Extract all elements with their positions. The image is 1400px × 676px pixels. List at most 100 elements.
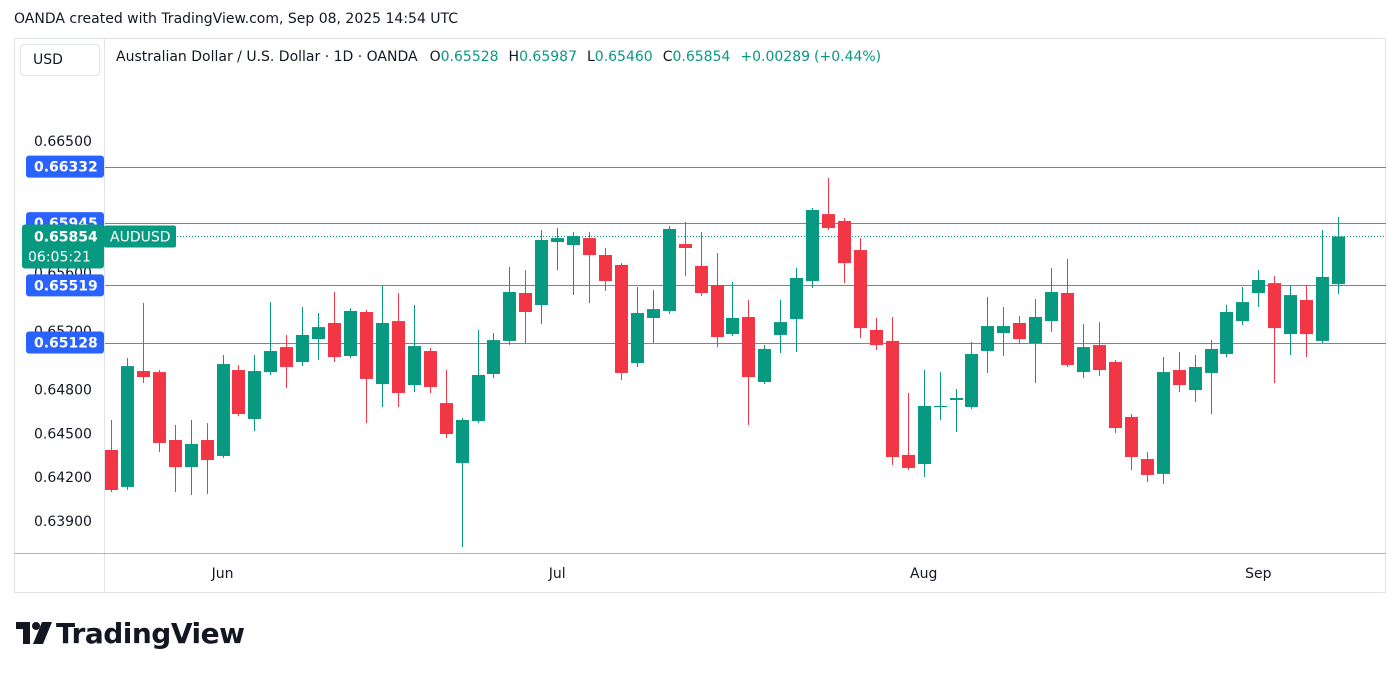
candle-body	[997, 326, 1010, 334]
price-line-badge	[26, 331, 104, 354]
candle-body	[1077, 347, 1090, 373]
candle-body	[1220, 312, 1233, 354]
candle-body	[1061, 293, 1074, 366]
price-line-label: 0.66332	[34, 160, 98, 176]
candle-body	[392, 321, 405, 393]
candle-body	[663, 229, 676, 311]
candle-body	[1109, 361, 1122, 429]
candle-body	[1157, 372, 1170, 474]
price-line-badge	[26, 155, 104, 178]
candle-body	[902, 454, 915, 468]
candle-body	[854, 250, 867, 329]
candle-body	[615, 264, 628, 373]
ohlc-value: 0.65528	[440, 49, 499, 65]
candle-body	[965, 353, 978, 408]
candle-body	[631, 313, 644, 364]
candle-body	[535, 239, 548, 305]
price-line-label: 0.65519	[34, 278, 98, 294]
candle-body	[408, 346, 421, 386]
candle-body	[711, 284, 724, 338]
currency-button[interactable]: USD	[20, 44, 100, 76]
candle-body	[583, 238, 596, 256]
candle-body	[360, 312, 373, 379]
x-tick-label: Jul	[548, 566, 566, 582]
candle-body	[870, 329, 883, 346]
symbol-legend: Australian Dollar / U.S. Dollar · 1D · O…	[116, 49, 891, 65]
candle-body	[758, 348, 771, 383]
candle-body	[328, 322, 341, 358]
candle-body	[1029, 316, 1042, 343]
candle-body	[487, 340, 500, 374]
candles	[105, 178, 1345, 548]
candle-body	[1332, 236, 1345, 285]
ohlc-value: 0.65854	[672, 49, 731, 65]
price-badges: 0.663320.659450.655190.651280.6585406:05…	[22, 155, 176, 354]
candle-body	[1125, 416, 1138, 457]
candle-body	[886, 340, 899, 457]
candle-body	[695, 265, 708, 294]
chart-frame	[14, 38, 1386, 593]
current-price-label: 0.65854	[34, 229, 98, 245]
y-tick-label: 0.64800	[34, 382, 92, 398]
candle-body	[248, 371, 261, 419]
candle-body	[137, 371, 150, 378]
ohlc-key: L	[586, 49, 595, 65]
source-note: OANDA created with TradingView.com, Sep …	[14, 11, 459, 27]
candle-body	[1268, 283, 1281, 329]
price-line-badge	[26, 274, 104, 297]
brand-logo	[16, 622, 52, 644]
ohlc-value: 0.65987	[519, 49, 577, 65]
candle-body	[806, 210, 819, 282]
candle-body	[1141, 459, 1154, 475]
candle-body	[153, 372, 166, 443]
candle-body	[934, 405, 947, 408]
candle-body	[774, 322, 787, 335]
candle-body	[726, 318, 739, 335]
candle-body	[1189, 366, 1202, 391]
brand-name: TradingView	[56, 617, 244, 650]
ohlc-value: 0.65460	[594, 49, 653, 65]
x-tick-label: Jun	[211, 566, 234, 582]
candle-body	[822, 214, 835, 228]
candle-body	[121, 366, 134, 487]
ohlc-key: C	[662, 49, 673, 65]
candle-body	[456, 420, 469, 463]
candle-body	[981, 326, 994, 352]
y-tick-label: 0.64200	[34, 470, 92, 486]
ohlc-key: O	[429, 49, 441, 65]
candle-body	[424, 351, 437, 387]
candle-body	[567, 236, 580, 246]
candle-body	[647, 309, 660, 319]
candle-body	[1316, 276, 1329, 341]
candle-body	[1205, 348, 1218, 373]
candle-body	[1045, 291, 1058, 322]
candle-body	[280, 347, 293, 367]
change: +0.00289	[740, 49, 811, 65]
candle-body	[1093, 345, 1106, 371]
x-tick-label: Sep	[1245, 566, 1272, 582]
y-tick-label: 0.63900	[34, 514, 92, 530]
candle-body	[599, 255, 612, 282]
candle-body	[376, 322, 389, 385]
candle-body	[296, 334, 309, 362]
candle-body	[1173, 370, 1186, 386]
candle-body	[185, 443, 198, 468]
symbol-badge	[104, 225, 176, 248]
candle-body	[679, 244, 692, 249]
y-tick-label: 0.64500	[34, 426, 92, 442]
candle-body	[264, 351, 277, 373]
candle-body	[950, 397, 963, 400]
candle-body	[105, 449, 118, 491]
symbol-label: AUDUSD	[110, 229, 171, 245]
candle-body	[551, 238, 564, 243]
candle-body	[1284, 295, 1297, 335]
candle-body	[440, 403, 453, 435]
candle-body	[217, 364, 230, 456]
x-tick-label: Aug	[910, 566, 937, 582]
candle-body	[1236, 302, 1249, 322]
candle-body	[312, 327, 325, 340]
change-percent: (+0.44%)	[814, 49, 882, 65]
candle-body	[1300, 300, 1313, 335]
candle-body	[169, 440, 182, 468]
